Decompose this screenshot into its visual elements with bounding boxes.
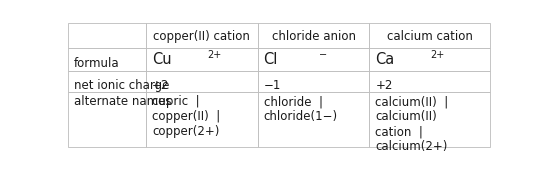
Text: alternate names: alternate names	[74, 95, 171, 108]
Bar	[258, 92, 369, 147]
Bar	[68, 92, 146, 147]
Text: −1: −1	[264, 79, 281, 92]
Text: 2+: 2+	[207, 50, 221, 60]
Text: Ca: Ca	[375, 51, 394, 66]
Text: Cu: Cu	[152, 51, 171, 66]
Bar	[146, 23, 258, 48]
Bar	[258, 48, 369, 71]
Text: formula: formula	[74, 57, 120, 70]
Bar	[369, 92, 490, 147]
Bar	[68, 23, 146, 48]
Bar	[258, 23, 369, 48]
Bar	[68, 71, 146, 92]
Bar	[369, 48, 490, 71]
Text: calcium(II)  |
calcium(II)
cation  |
calcium(2+): calcium(II) | calcium(II) cation | calci…	[375, 95, 449, 153]
Text: +2: +2	[152, 79, 169, 92]
Text: chloride  |
chloride(1−): chloride | chloride(1−)	[264, 95, 338, 123]
Bar	[68, 48, 146, 71]
Text: −: −	[319, 50, 326, 60]
Bar	[146, 71, 258, 92]
Text: Cl: Cl	[264, 51, 278, 66]
Text: copper(II) cation: copper(II) cation	[153, 30, 250, 43]
Text: +2: +2	[375, 79, 393, 92]
Bar	[369, 23, 490, 48]
Bar	[258, 71, 369, 92]
Text: cupric  |
copper(II)  |
copper(2+): cupric | copper(II) | copper(2+)	[152, 95, 220, 138]
Bar	[369, 71, 490, 92]
Bar	[146, 92, 258, 147]
Text: calcium cation: calcium cation	[387, 30, 472, 43]
Text: chloride anion: chloride anion	[271, 30, 356, 43]
Text: net ionic charge: net ionic charge	[74, 79, 169, 92]
Bar	[146, 48, 258, 71]
Text: 2+: 2+	[430, 50, 444, 60]
